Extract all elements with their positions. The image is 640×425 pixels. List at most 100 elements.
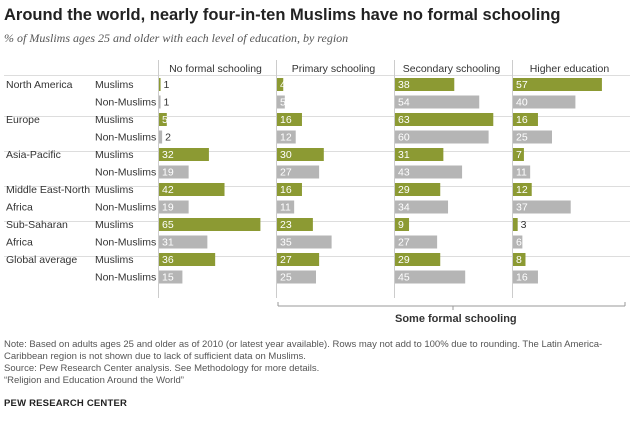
data-label: 34 [398, 202, 410, 214]
value-bar [513, 95, 576, 109]
region-label: Sub-Saharan [6, 219, 68, 231]
value-bar [159, 78, 161, 91]
value-bar [277, 200, 295, 214]
region-label: North America [6, 79, 73, 91]
value-bar [513, 130, 552, 144]
value-bar [277, 148, 324, 161]
value-bar [277, 78, 284, 91]
value-bar [513, 270, 538, 284]
region-label: Europe [6, 114, 40, 126]
source-line: Source: Pew Research Center analysis. Se… [4, 363, 320, 374]
group-label: Non-Muslims [95, 237, 156, 249]
data-label: 1 [164, 79, 170, 91]
note-line-1: Note: Based on adults ages 25 and older … [4, 339, 603, 350]
group-label: Non-Muslims [95, 97, 156, 109]
value-bar [513, 200, 571, 214]
value-bar [159, 218, 261, 231]
data-label: 12 [280, 132, 292, 144]
data-label: 38 [398, 79, 410, 91]
value-bar [277, 270, 316, 284]
data-label: 27 [280, 167, 292, 179]
group-label: Non-Muslims [95, 272, 156, 284]
group-label: Muslims [95, 184, 134, 196]
value-bar [395, 78, 455, 91]
data-label: 2 [165, 132, 171, 144]
value-bar [159, 253, 216, 266]
data-label: 31 [398, 149, 410, 161]
data-label: 29 [398, 254, 410, 266]
group-label: Non-Muslims [95, 167, 156, 179]
value-bar [159, 165, 189, 179]
value-bar [395, 95, 480, 109]
value-bar [395, 130, 489, 144]
data-label: 23 [280, 219, 292, 231]
value-bar [277, 95, 285, 109]
data-label: 63 [398, 114, 410, 126]
data-label: 16 [280, 114, 292, 126]
value-bar [159, 270, 183, 284]
value-bar [277, 113, 302, 126]
data-label: 42 [162, 184, 174, 196]
value-bar [513, 165, 531, 179]
value-bar [395, 218, 410, 231]
data-label: 5 [280, 97, 286, 109]
value-bar [513, 148, 524, 161]
value-bar [395, 270, 466, 284]
data-label: 65 [162, 219, 174, 231]
data-label: 54 [398, 97, 410, 109]
data-label: 43 [398, 167, 410, 179]
data-label: 60 [398, 132, 410, 144]
group-label: Muslims [95, 219, 134, 231]
data-label: 3 [521, 219, 527, 231]
region-label: Middle East-North [6, 184, 90, 196]
value-bar [159, 148, 209, 161]
value-bar [277, 235, 332, 249]
value-bar [277, 253, 320, 266]
pew-research-center-logo-text: PEW RESEARCH CENTER [4, 398, 128, 409]
region-label: Asia-Pacific [6, 149, 61, 161]
report-title-line: “Religion and Education Around the World… [4, 375, 184, 386]
data-label: 8 [516, 254, 522, 266]
value-bar [277, 218, 313, 231]
data-label: 16 [516, 114, 528, 126]
group-label: Muslims [95, 254, 134, 266]
data-label: 12 [516, 184, 528, 196]
value-bar [395, 183, 441, 196]
value-bar [277, 165, 320, 179]
group-label: Muslims [95, 79, 134, 91]
data-label: 25 [516, 132, 528, 144]
value-bar [395, 200, 449, 214]
region-label: Global average [6, 254, 77, 266]
value-bar [395, 113, 494, 126]
data-label: 40 [516, 97, 528, 109]
data-label: 5 [162, 114, 168, 126]
value-bar [513, 183, 532, 196]
data-label: 57 [516, 79, 528, 91]
chart-subtitle: % of Muslims ages 25 and older with each… [4, 31, 349, 45]
value-bar [159, 113, 167, 126]
value-bar [277, 130, 296, 144]
region-label: Africa [6, 202, 33, 214]
region-label: Africa [6, 237, 33, 249]
value-bar [513, 78, 602, 91]
group-label: Non-Muslims [95, 202, 156, 214]
value-bar [277, 183, 302, 196]
value-bar [395, 253, 441, 266]
data-label: 37 [516, 202, 528, 214]
data-label: 25 [280, 272, 292, 284]
value-bar [513, 235, 523, 249]
value-bar [513, 113, 538, 126]
value-bar [159, 183, 225, 196]
data-label: 6 [516, 237, 522, 249]
value-bar [159, 95, 161, 109]
value-bar [513, 218, 518, 231]
value-bar [513, 253, 526, 266]
data-label: 1 [164, 97, 170, 109]
data-label: 45 [398, 272, 410, 284]
data-label: 15 [162, 272, 174, 284]
chart-title: Around the world, nearly four-in-ten Mus… [4, 6, 561, 24]
note-line-2: Caribbean region is not shown due to lac… [4, 351, 306, 362]
column-header: No formal schooling [169, 63, 262, 75]
data-label: 19 [162, 202, 174, 214]
